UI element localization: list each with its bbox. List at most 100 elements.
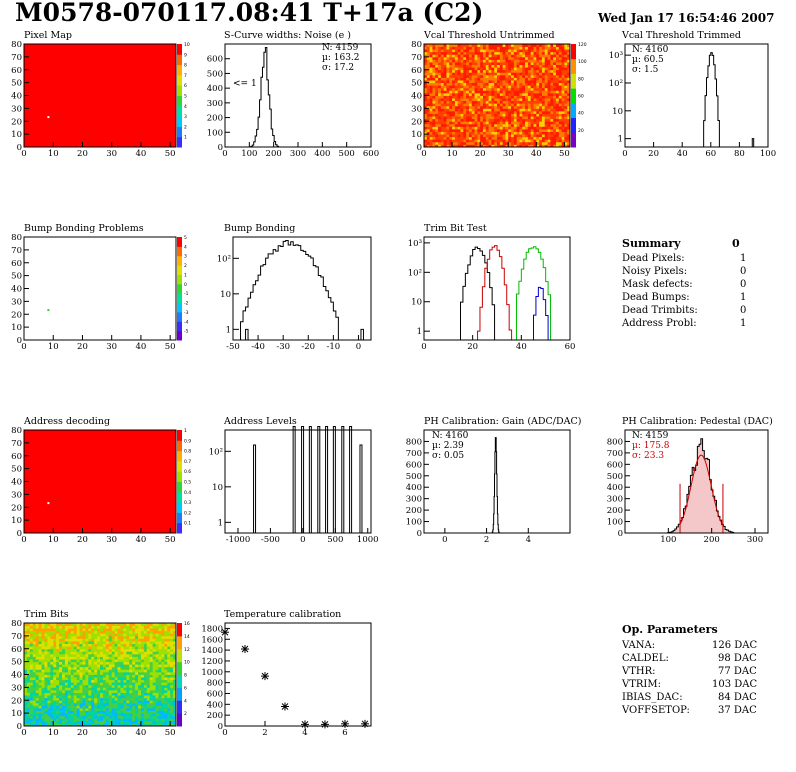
heatmap-cell: [426, 108, 431, 112]
heatmap-cell: [480, 113, 484, 117]
y-tick-label: 700: [607, 449, 623, 459]
heatmap-cell: [561, 123, 565, 127]
heatmap-cell: [102, 684, 107, 688]
heatmap-cell: [97, 715, 101, 719]
heatmap-cell: [73, 659, 78, 663]
heatmap-cell: [44, 648, 48, 652]
heatmap-cell: [44, 666, 48, 670]
heatmap-cell: [53, 695, 57, 699]
heatmap-cell: [463, 100, 467, 104]
heatmap-cell: [102, 700, 107, 704]
heatmap-cell: [59, 641, 63, 644]
heatmap-cell: [152, 697, 156, 701]
heatmap-cell: [567, 128, 571, 132]
heatmap-cell: [102, 651, 107, 655]
heatmap-cell: [435, 134, 439, 138]
heatmap-cell: [59, 720, 63, 724]
heatmap-cell: [170, 646, 174, 650]
heatmap-cell: [143, 692, 148, 696]
heatmap-cell: [167, 705, 171, 709]
heatmap-cell: [76, 641, 80, 644]
heatmap-cell: [44, 669, 48, 673]
heatmap-cell: [438, 77, 442, 81]
heatmap-cell: [424, 144, 428, 148]
heatmap-cell: [485, 128, 489, 132]
heatmap-cell: [505, 123, 509, 127]
heatmap-cell: [491, 141, 495, 145]
heatmap-cell: [100, 723, 104, 727]
heatmap-cell: [155, 630, 159, 634]
heatmap-cell: [443, 69, 447, 73]
heatmap-cell: [482, 131, 487, 135]
heatmap-cell: [457, 144, 461, 148]
heatmap-cell: [143, 677, 148, 681]
heatmap-cell: [62, 661, 66, 665]
heatmap-cell: [463, 139, 467, 143]
heatmap-cell: [70, 687, 75, 691]
heatmap-cell: [62, 713, 66, 717]
heatmap-cell: [94, 702, 98, 706]
heatmap-cell: [167, 700, 171, 704]
heatmap-cell: [426, 126, 431, 130]
heatmap-cell: [488, 51, 492, 55]
y-tick-label: 500: [207, 69, 223, 79]
heatmap-cell: [480, 90, 484, 94]
heatmap-cell: [449, 131, 453, 135]
colorbar-label: 3: [184, 114, 187, 120]
heatmap-cell: [522, 116, 526, 120]
heatmap-cell: [530, 44, 534, 47]
heatmap-cell: [132, 689, 136, 693]
heatmap-cell: [446, 46, 450, 50]
x-tick-label: 4: [302, 728, 307, 738]
heatmap-cell: [474, 69, 478, 73]
heatmap-cell: [460, 110, 464, 114]
heatmap-cell: [170, 669, 174, 673]
heatmap-cell: [62, 669, 66, 673]
x-tick-label: 40: [136, 342, 147, 352]
heatmap-cell: [143, 623, 148, 626]
heatmap-cell: [64, 666, 69, 670]
heatmap-cell: [466, 128, 470, 132]
heatmap-cell: [143, 661, 148, 665]
heatmap-cell: [38, 638, 42, 642]
heatmap-cell: [38, 661, 42, 665]
heatmap-cell: [527, 103, 532, 107]
heatmap-cell: [114, 705, 118, 709]
heatmap-cell: [485, 136, 489, 140]
heatmap-cell: [547, 95, 551, 99]
colorbar-cell: [571, 102, 576, 119]
heatmap-cell: [91, 687, 95, 691]
heatmap-cell: [149, 659, 154, 663]
heatmap-cell: [443, 77, 447, 81]
heatmap-cell: [471, 90, 475, 94]
heatmap-cell: [511, 72, 515, 76]
heatmap-cell: [105, 641, 110, 644]
heatmap-cell: [547, 69, 551, 73]
level-peak: [292, 425, 296, 533]
heatmap-cell: [494, 77, 498, 81]
heatmap-cell: [477, 108, 481, 112]
heatmap-cell: [555, 92, 560, 96]
heatmap-cell: [505, 92, 509, 96]
heatmap-cell: [429, 82, 433, 86]
heatmap-cell: [558, 95, 562, 99]
heatmap-cell: [516, 103, 520, 107]
heatmap-cell: [97, 700, 101, 704]
heatmap-cell: [64, 641, 69, 644]
heatmap-cell: [53, 679, 57, 683]
colorbar-cell: [177, 440, 182, 452]
heatmap-cell: [508, 90, 512, 94]
heatmap-cell: [146, 635, 151, 639]
heatmap-cell: [443, 98, 447, 102]
colorbar-cell: [177, 648, 182, 663]
heatmap-cell: [114, 661, 118, 665]
heatmap-cell: [32, 669, 37, 673]
heatmap-cell: [35, 635, 40, 639]
heatmap-cell: [59, 623, 63, 626]
histogram-series: [477, 245, 513, 340]
heatmap-cell: [50, 651, 54, 655]
heatmap-cell: [105, 718, 110, 722]
heatmap-cell: [41, 682, 45, 686]
heatmap-cell: [117, 671, 121, 675]
heatmap-cell: [452, 110, 456, 114]
